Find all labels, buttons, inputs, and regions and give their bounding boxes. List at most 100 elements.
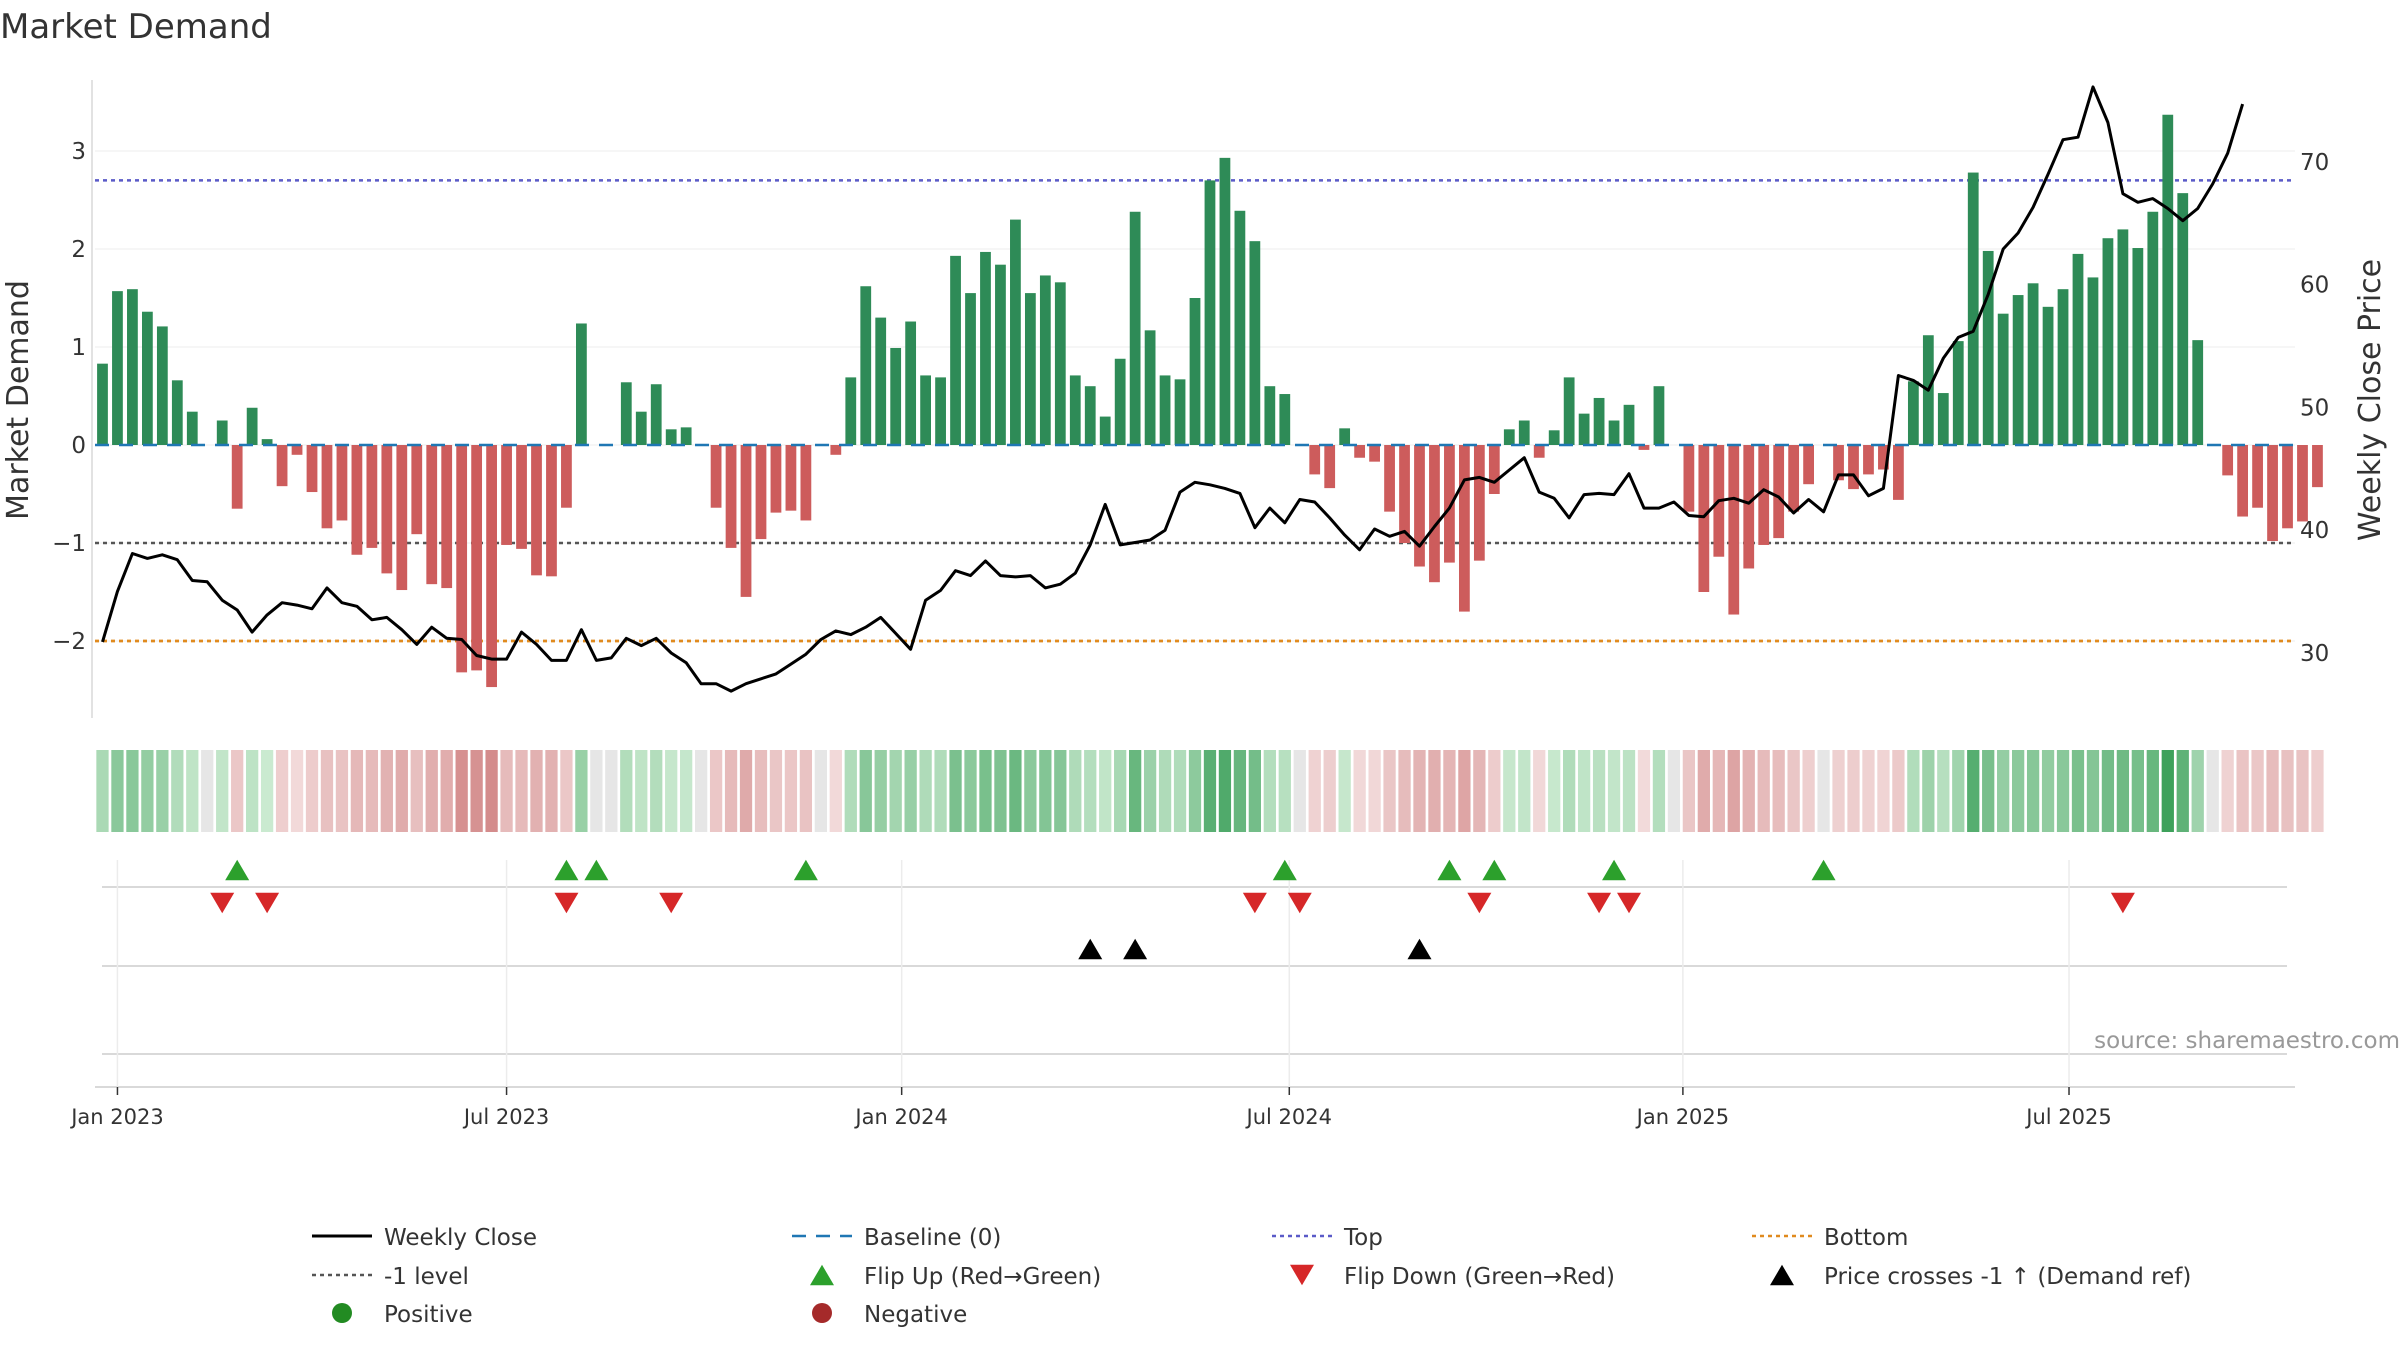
- y-tick-label: −1: [52, 531, 86, 557]
- heat-cell: [111, 750, 124, 832]
- demand-bar: [1024, 293, 1036, 445]
- demand-bar: [156, 326, 168, 445]
- demand-bar: [1893, 445, 1904, 500]
- demand-bar: [2282, 445, 2293, 529]
- demand-bar: [246, 407, 258, 445]
- demand-bar: [2177, 193, 2189, 445]
- heat-cell: [2086, 750, 2100, 832]
- weekly-close-line: [101, 85, 2245, 693]
- demand-bar: [680, 427, 692, 445]
- heat-cell: [2146, 750, 2159, 832]
- demand-bar: [1129, 211, 1141, 445]
- demand-bar: [366, 445, 378, 548]
- y2-axis-title: Weekly Close Price: [2353, 259, 2388, 541]
- heat-cell: [814, 750, 827, 832]
- y-tick-label: 3: [71, 139, 86, 165]
- heat-cell: [425, 750, 438, 832]
- heat-cell: [455, 750, 468, 832]
- flip-down-marker: [1467, 892, 1492, 914]
- demand-bar: [1279, 394, 1291, 445]
- heat-cell: [1937, 750, 1950, 832]
- demand-bar: [875, 317, 887, 445]
- demand-bar: [127, 289, 138, 445]
- heat-cell: [904, 750, 917, 832]
- demand-bar: [635, 411, 647, 445]
- demand-bar: [1683, 445, 1695, 512]
- demand-bar: [2312, 445, 2323, 488]
- demand-bar: [1399, 445, 1410, 543]
- demand-bar: [1204, 180, 1216, 445]
- heat-cell: [1503, 750, 1516, 832]
- legend-marker: [810, 1264, 834, 1286]
- demand-bar: [830, 445, 842, 455]
- demand-bar: [620, 382, 632, 445]
- heat-cell: [2251, 750, 2264, 832]
- heat-cell: [2041, 750, 2055, 832]
- demand-bar: [800, 445, 812, 521]
- demand-bar: [1548, 430, 1560, 445]
- demand-bar: [351, 445, 363, 555]
- price-cross-marker: [1407, 938, 1432, 960]
- heat-cell: [575, 750, 588, 832]
- heat-cell: [1458, 750, 1471, 832]
- demand-bar: [1234, 210, 1246, 445]
- heat-cell: [440, 750, 453, 832]
- heat-cell: [1652, 750, 1666, 832]
- heat-cell: [126, 750, 139, 832]
- demand-bar: [2057, 289, 2069, 445]
- flip-up-marker: [1272, 859, 1297, 881]
- demand-bar: [276, 445, 288, 487]
- legend-marker: [1290, 1264, 1314, 1286]
- heat-cell: [1488, 750, 1501, 832]
- flip-down-marker: [1287, 892, 1312, 914]
- heat-cell: [1129, 750, 1142, 832]
- demand-bar: [561, 445, 572, 508]
- flip-down-marker: [554, 892, 579, 914]
- heat-cell: [2191, 750, 2204, 832]
- demand-bar: [1099, 416, 1111, 445]
- demand-bar: [725, 445, 737, 548]
- demand-bar: [1339, 428, 1351, 445]
- demand-bar: [1010, 219, 1021, 445]
- x-tick-label: Jul 2025: [2024, 1105, 2111, 1129]
- demand-bar: [1444, 445, 1455, 563]
- flip-up-marker: [1602, 859, 1627, 881]
- heat-cell: [260, 750, 274, 832]
- heat-cell: [1188, 750, 1202, 832]
- heat-cell: [1323, 750, 1336, 832]
- heat-cell: [1069, 750, 1082, 832]
- heat-cell: [290, 750, 304, 832]
- demand-bar: [1833, 445, 1844, 481]
- reference-lines: [95, 179, 2295, 643]
- demand-bar: [531, 445, 542, 576]
- y-tick-label: 0: [71, 433, 86, 459]
- flip-up-marker: [225, 859, 250, 881]
- demand-bar: [501, 445, 512, 545]
- y2-tick-label: 40: [2300, 518, 2329, 544]
- demand-bar: [950, 255, 961, 445]
- heat-cell: [201, 750, 214, 832]
- heat-cell: [1982, 750, 1995, 832]
- demand-bar: [905, 321, 917, 445]
- demand-bar: [2117, 229, 2129, 445]
- flip-down-marker: [659, 892, 684, 914]
- demand-bar: [291, 445, 303, 455]
- legend-label: Weekly Close: [384, 1225, 537, 1251]
- heat-cell: [1548, 750, 1561, 832]
- demand-bar: [1459, 445, 1470, 612]
- demand-bar: [1578, 413, 1590, 445]
- flip-up-marker: [554, 859, 579, 881]
- y2-tick-label: 70: [2300, 150, 2329, 176]
- demand-bar: [306, 445, 318, 493]
- heat-cell: [305, 750, 319, 832]
- heat-cell: [2071, 750, 2085, 832]
- demand-bar: [1907, 381, 1919, 445]
- heat-cell: [665, 750, 678, 832]
- demand-bar: [1174, 379, 1186, 445]
- demand-bar: [1773, 445, 1785, 539]
- heat-cell: [545, 750, 558, 832]
- demand-bar: [2297, 445, 2308, 522]
- demand-bar: [710, 445, 722, 508]
- source-note: source: sharemaestro.com: [2094, 1028, 2400, 1054]
- heat-cell: [1293, 750, 1306, 832]
